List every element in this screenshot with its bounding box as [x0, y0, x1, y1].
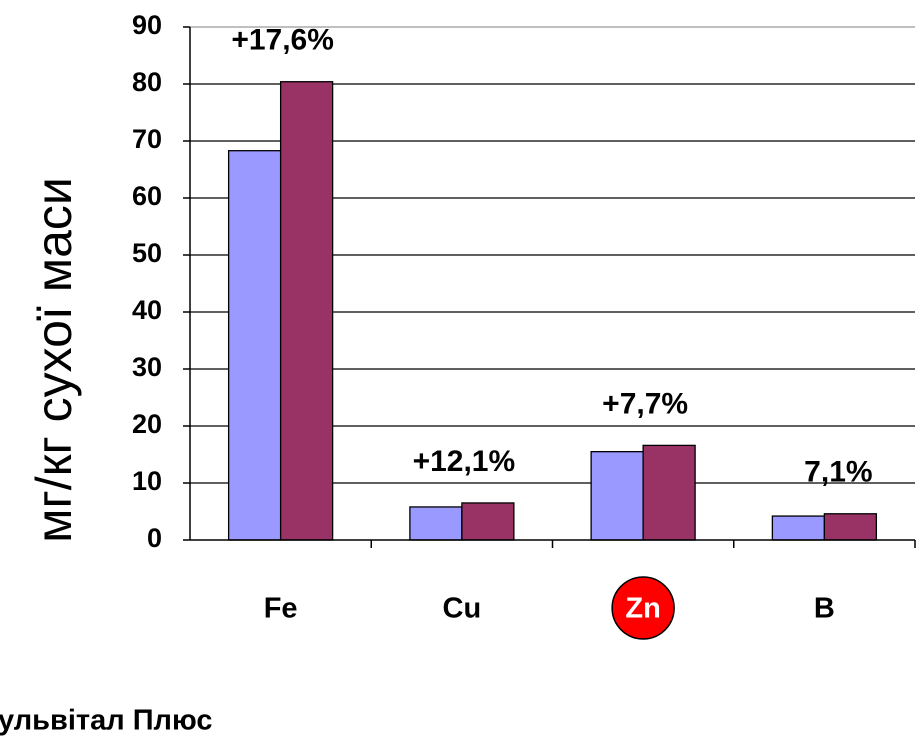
y-tick-label: 90 [132, 10, 162, 40]
bar [409, 506, 463, 541]
y-tick-label: 60 [132, 181, 162, 211]
y-tick-label: 50 [132, 238, 162, 268]
y-tick-label: 70 [132, 124, 162, 154]
y-tick-label: 0 [147, 523, 162, 553]
x-tick-label: Fe [264, 593, 298, 625]
y-tick-label: 40 [132, 295, 162, 325]
bar [227, 150, 282, 541]
bar [279, 81, 334, 541]
y-tick-label: 20 [132, 409, 162, 439]
legend-label: ульвітал Плюс [0, 705, 212, 737]
bar [642, 444, 696, 541]
y-tick-label: 10 [132, 466, 162, 496]
highlight-circle [611, 576, 675, 640]
annotation: 7,1% [804, 456, 872, 489]
bar [461, 502, 515, 541]
annotation: +12,1% [413, 445, 516, 478]
annotation: +7,7% [602, 387, 688, 420]
bar [590, 450, 644, 541]
y-axis-label: мг/кг сухої маси [26, 177, 82, 543]
annotation: +17,6% [231, 24, 334, 57]
bar [823, 513, 878, 541]
y-tick-label: 30 [132, 352, 162, 382]
x-tick-label: B [814, 593, 835, 625]
x-tick-label: Zn [625, 593, 660, 625]
x-tick-label: Cu [443, 593, 482, 625]
bar [771, 515, 826, 541]
y-tick-label: 80 [132, 67, 162, 97]
